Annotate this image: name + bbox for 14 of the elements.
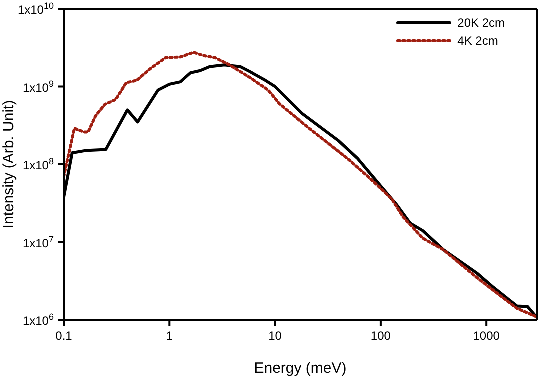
y-tick-label: 1x10$^{9}$ — [22, 78, 54, 95]
y-tick-label: 1x10$^{10}$ — [18, 1, 54, 17]
x-tick-label: 10 — [268, 329, 282, 343]
x-tick-label: 100 — [370, 329, 392, 343]
x-tick-label: 0.1 — [56, 329, 73, 343]
x-tick-label: 1000 — [473, 329, 500, 343]
y-tick-label: 1x10$^{6}$ — [22, 312, 54, 328]
legend-label: 4K 2cm — [458, 33, 498, 50]
legend-label: 20K 2cm — [458, 15, 505, 32]
x-axis-title: Energy (meV) — [254, 360, 347, 377]
y-axis-title: Intensity (Arb. Unit) — [0, 100, 18, 229]
x-tick-label: 1 — [166, 329, 174, 343]
y-tick-label: 1x10$^{7}$ — [22, 234, 54, 250]
y-tick-label: 1x10$^{8}$ — [22, 156, 54, 172]
